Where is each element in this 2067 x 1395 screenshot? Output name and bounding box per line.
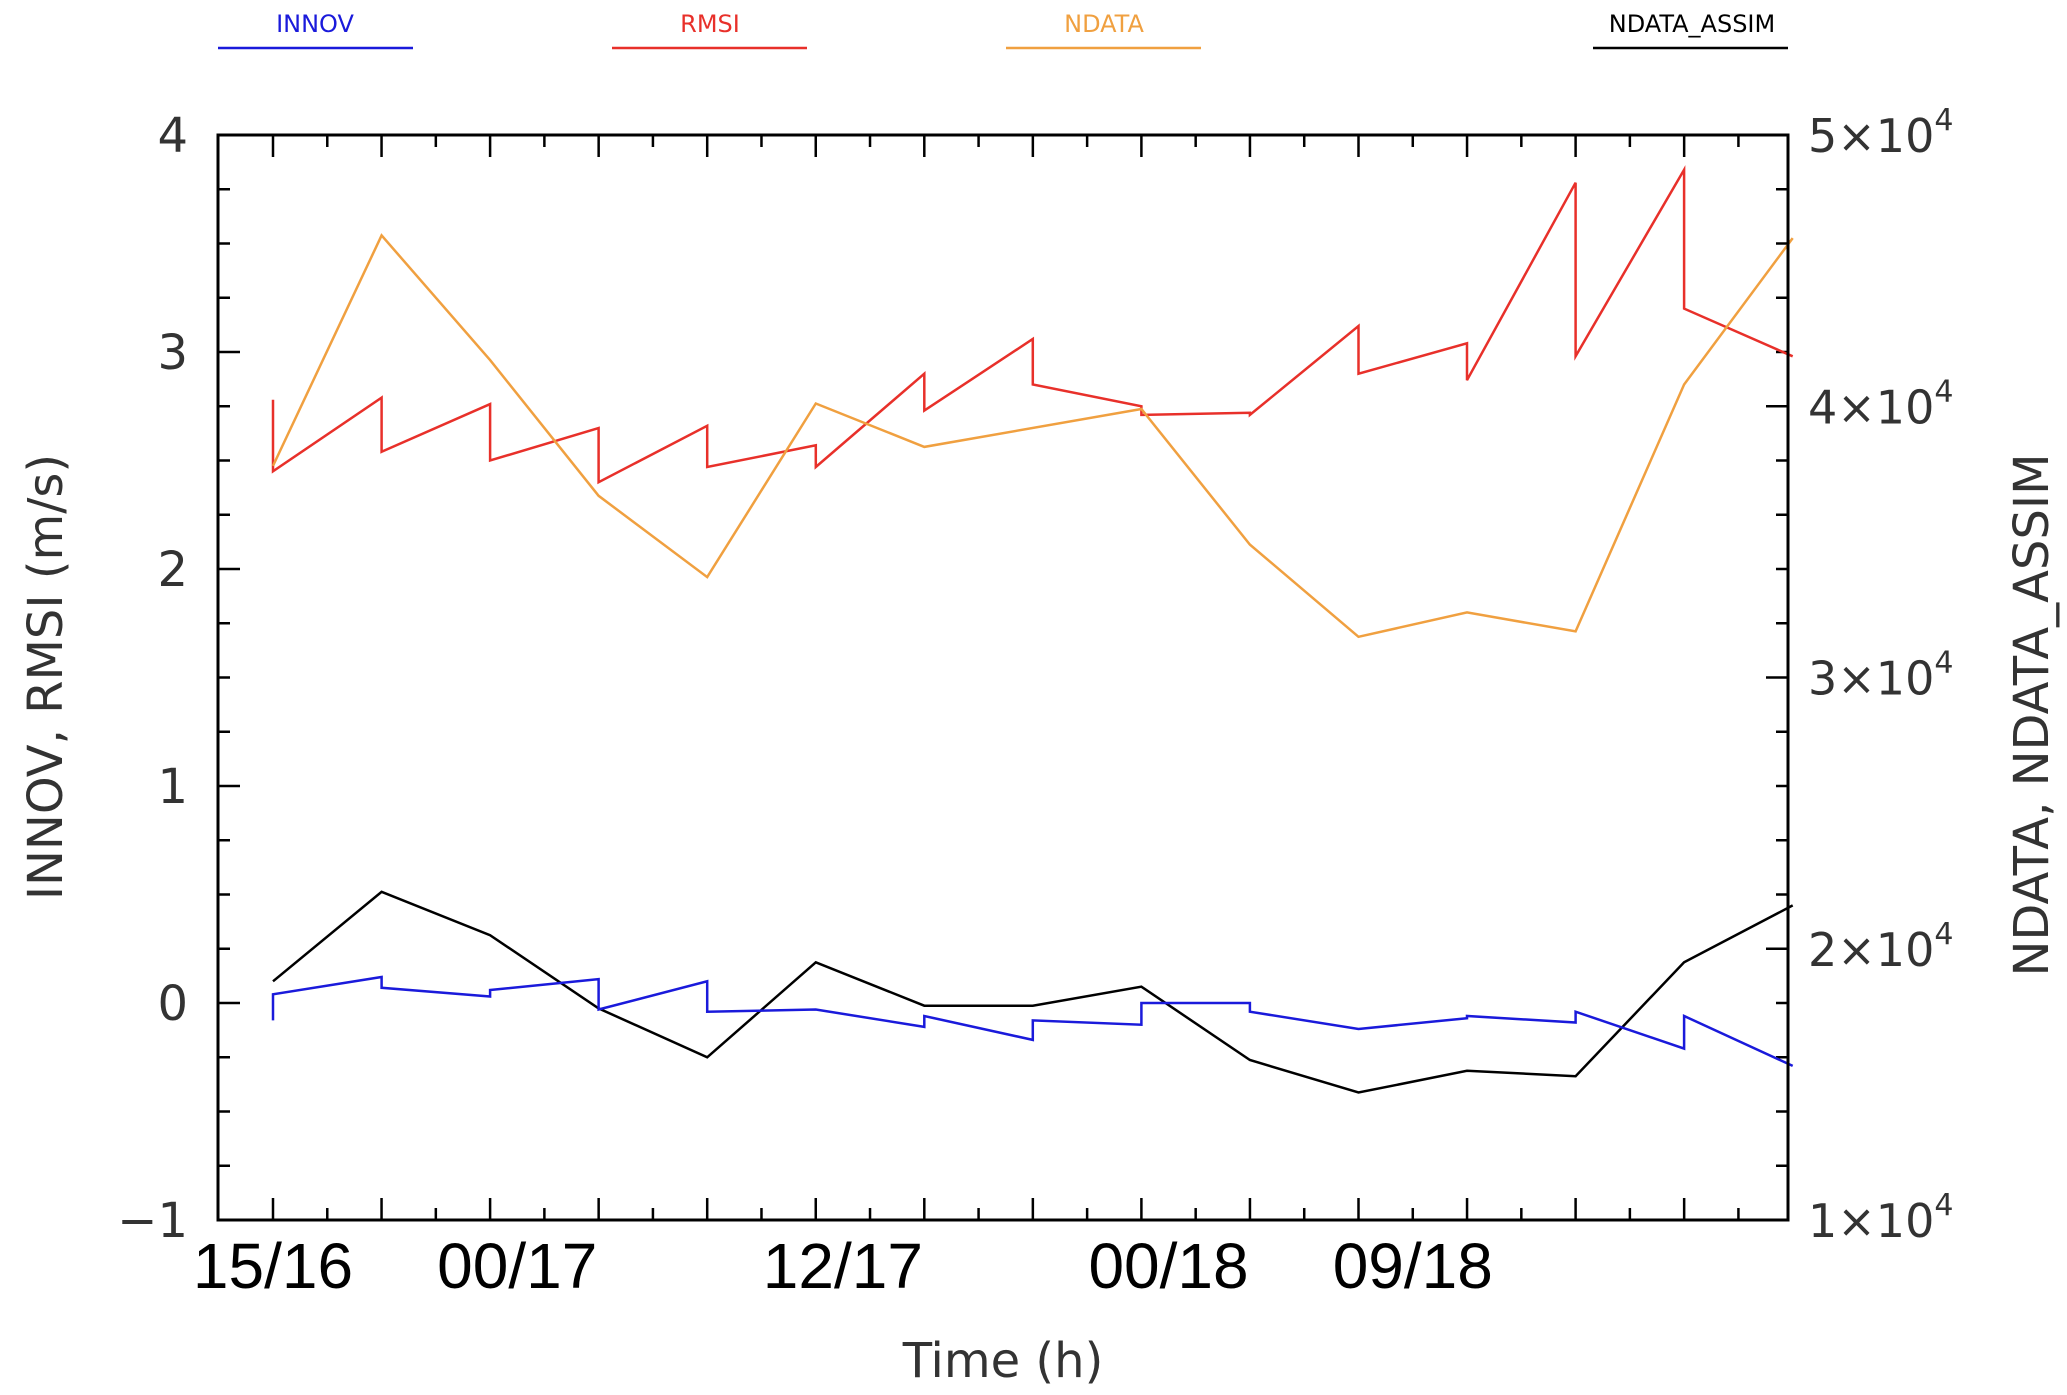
plot-frame <box>216 133 1790 1222</box>
axis-tick-labels: −1 0 1 2 3 4 1×104 2×104 3×104 4×104 5×104 15/16 00/… <box>117 103 1953 1302</box>
y-right-tick-label: 2×104 <box>1808 917 1953 977</box>
x-tick-label: 00/17 <box>437 1230 597 1302</box>
y-left-tick-label: −1 <box>117 1193 188 1249</box>
legend: INNOV RMSI NDATA NDATA_ASSIM <box>218 10 1788 50</box>
legend-item-ndata: NDATA <box>1006 10 1201 50</box>
y-axis-left-title: INNOV, RMSI (m/s) <box>18 454 74 900</box>
legend-label-ndata-assim: NDATA_ASSIM <box>1609 10 1775 38</box>
plot-series <box>271 165 1794 1094</box>
legend-label-ndata: NDATA <box>1064 10 1144 38</box>
x-tick-label: 15/16 <box>193 1230 353 1302</box>
legend-item-rmsi: RMSI <box>612 10 807 50</box>
y-axis-right-title: NDATA, NDATA_ASSIM <box>2004 454 2060 977</box>
y-right-tick-label: 5×104 <box>1808 103 1953 163</box>
series-line-innov <box>271 975 1794 1068</box>
legend-item-innov: INNOV <box>218 10 413 50</box>
y-right-tick-label: 4×104 <box>1808 374 1953 434</box>
series-line-ndata <box>271 233 1794 639</box>
axis-ticks <box>218 133 1788 1222</box>
x-axis-title: Time (h) <box>902 1333 1104 1389</box>
legend-label-rmsi: RMSI <box>680 10 740 38</box>
x-tick-label: 00/18 <box>1088 1230 1248 1302</box>
y-right-tick-label: 3×104 <box>1808 646 1953 706</box>
legend-item-ndata-assim: NDATA_ASSIM <box>1593 10 1788 50</box>
legend-label-innov: INNOV <box>276 10 354 38</box>
y-left-tick-label: 3 <box>157 325 188 381</box>
y-left-tick-label: 2 <box>157 542 188 598</box>
y-left-tick-label: 1 <box>157 759 188 815</box>
series-line-rmsi <box>271 165 1794 485</box>
x-tick-label: 12/17 <box>763 1230 923 1302</box>
y-left-tick-label: 0 <box>157 976 188 1032</box>
series-line-ndata-assim <box>272 890 1794 1094</box>
y-left-tick-label: 4 <box>157 108 188 164</box>
y-right-tick-label: 1×104 <box>1808 1188 1953 1248</box>
x-tick-label: 09/18 <box>1333 1230 1493 1302</box>
